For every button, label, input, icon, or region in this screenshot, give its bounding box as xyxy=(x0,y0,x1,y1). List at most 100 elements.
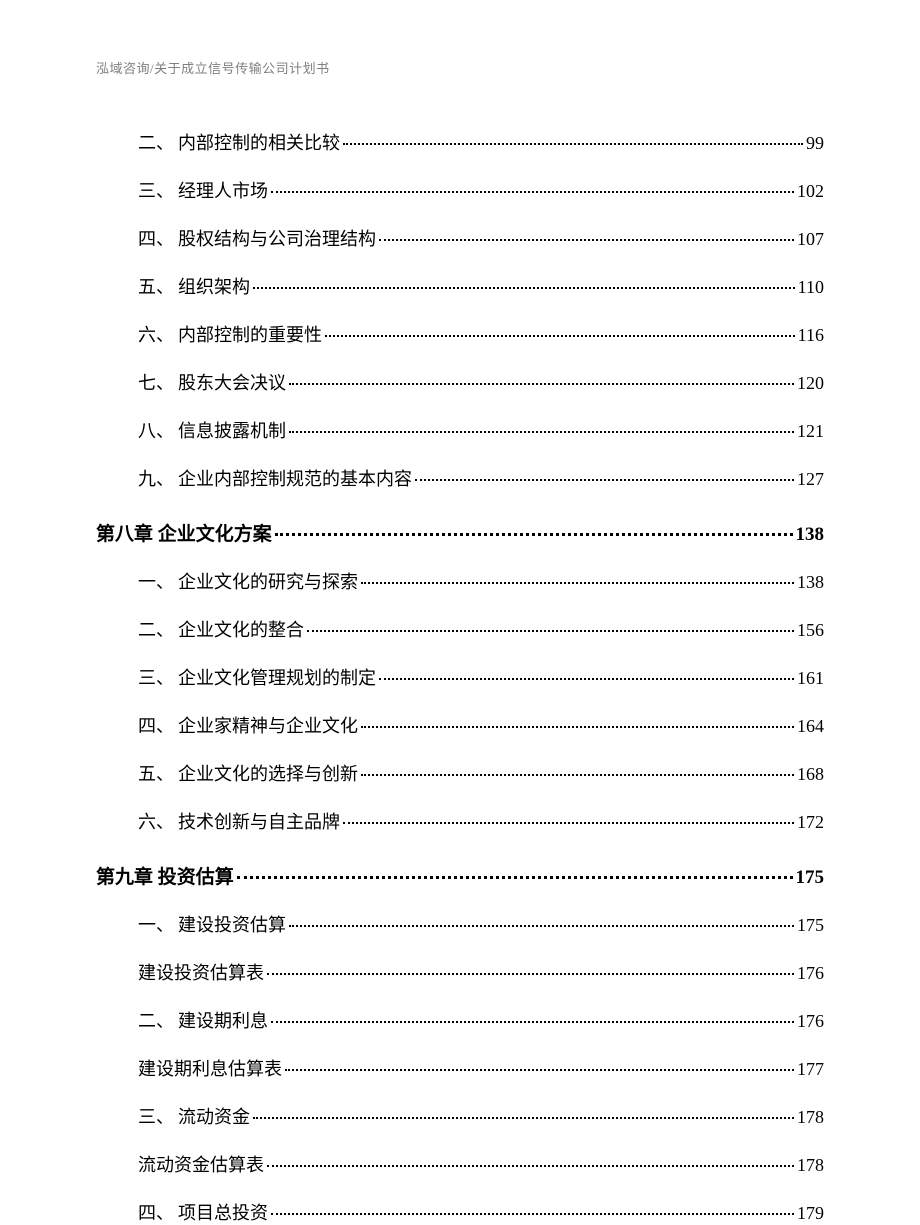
toc-leader-dots xyxy=(253,1117,794,1119)
toc-leader-dots xyxy=(289,431,794,433)
toc-page-number: 99 xyxy=(806,133,824,154)
toc-item-text: 组织架构 xyxy=(178,277,250,297)
toc-item: 三、企业文化管理规划的制定 161 xyxy=(96,664,824,690)
toc-item-number: 三、 xyxy=(138,1107,174,1127)
toc-item-text: 企业文化的研究与探索 xyxy=(178,572,358,592)
toc-item: 三、流动资金 178 xyxy=(96,1103,824,1129)
toc-item-text: 内部控制的重要性 xyxy=(178,325,322,345)
toc-leader-dots xyxy=(415,479,794,481)
toc-item-number: 二、 xyxy=(138,1011,174,1031)
toc-item-number: 六、 xyxy=(138,812,174,832)
toc-item: 四、企业家精神与企业文化 164 xyxy=(96,712,824,738)
toc-item-number: 一、 xyxy=(138,572,174,592)
toc-item: 一、企业文化的研究与探索 138 xyxy=(96,568,824,594)
toc-item-text: 股东大会决议 xyxy=(178,373,286,393)
toc-page-number: 164 xyxy=(797,716,824,737)
toc-item-label: 一、建设投资估算 xyxy=(138,911,286,937)
toc-item-label: 七、股东大会决议 xyxy=(138,369,286,395)
toc-item-label: 三、流动资金 xyxy=(138,1103,250,1129)
toc-page-number: 110 xyxy=(798,277,824,298)
toc-item: 七、股东大会决议120 xyxy=(96,369,824,395)
toc-item-text: 经理人市场 xyxy=(178,181,268,201)
toc-leader-dots xyxy=(361,582,794,584)
toc-page-number: 161 xyxy=(797,668,824,689)
toc-page-number: 138 xyxy=(796,524,825,546)
toc-item-number: 八、 xyxy=(138,421,174,441)
toc-page-number: 116 xyxy=(798,325,824,346)
toc-item-label: 二、企业文化的整合 xyxy=(138,616,304,642)
toc-item-label: 六、内部控制的重要性 xyxy=(138,321,322,347)
toc-item-number: 四、 xyxy=(138,229,174,249)
toc-leader-dots xyxy=(271,1213,794,1215)
toc-page-number: 178 xyxy=(797,1107,824,1128)
toc-page-number: 176 xyxy=(797,963,824,984)
toc-item-label: 三、企业文化管理规划的制定 xyxy=(138,664,376,690)
toc-item-text: 企业文化的整合 xyxy=(178,620,304,640)
toc-leader-dots xyxy=(361,774,794,776)
toc-leader-dots xyxy=(267,973,794,975)
toc-item: 一、建设投资估算175 xyxy=(96,911,824,937)
toc-item-text: 建设期利息 xyxy=(178,1011,268,1031)
toc-page-number: 138 xyxy=(797,572,824,593)
toc-subitem-label: 建设期利息估算表 xyxy=(138,1055,282,1081)
toc-item: 六、技术创新与自主品牌 172 xyxy=(96,808,824,834)
toc-page-number: 121 xyxy=(797,421,824,442)
toc-leader-dots xyxy=(325,335,795,337)
toc-subitem: 建设投资估算表176 xyxy=(96,959,824,985)
toc-section-heading: 第八章 企业文化方案 138 xyxy=(96,519,824,546)
toc-leader-dots xyxy=(379,239,794,241)
toc-item-text: 技术创新与自主品牌 xyxy=(178,812,340,832)
toc-page-number: 172 xyxy=(797,812,824,833)
toc-leader-dots xyxy=(275,533,793,536)
toc-item: 二、内部控制的相关比较 99 xyxy=(96,129,824,155)
toc-item-number: 五、 xyxy=(138,764,174,784)
toc-page-number: 179 xyxy=(797,1203,824,1224)
toc-item-number: 四、 xyxy=(138,716,174,736)
toc-page-number: 102 xyxy=(797,181,824,202)
toc-item-text: 项目总投资 xyxy=(178,1203,268,1223)
toc-leader-dots xyxy=(379,678,794,680)
toc-item: 八、信息披露机制 121 xyxy=(96,417,824,443)
toc-item-text: 企业家精神与企业文化 xyxy=(178,716,358,736)
toc-page-number: 168 xyxy=(797,764,824,785)
toc-item-label: 三、经理人市场 xyxy=(138,177,268,203)
toc-item: 九、企业内部控制规范的基本内容 127 xyxy=(96,465,824,491)
toc-item-number: 九、 xyxy=(138,469,174,489)
toc-item: 四、项目总投资 179 xyxy=(96,1199,824,1225)
toc-item-text: 信息披露机制 xyxy=(178,421,286,441)
toc-leader-dots xyxy=(271,191,794,193)
toc-page-number: 127 xyxy=(797,469,824,490)
toc-page-number: 156 xyxy=(797,620,824,641)
toc-item-label: 一、企业文化的研究与探索 xyxy=(138,568,358,594)
toc-item-number: 七、 xyxy=(138,373,174,393)
toc-section-label: 第八章 企业文化方案 xyxy=(96,519,272,546)
toc-item-number: 五、 xyxy=(138,277,174,297)
toc-item-label: 六、技术创新与自主品牌 xyxy=(138,808,340,834)
toc-item-text: 企业内部控制规范的基本内容 xyxy=(178,469,412,489)
toc-leader-dots xyxy=(285,1069,794,1071)
toc-leader-dots xyxy=(253,287,795,289)
toc-page-number: 175 xyxy=(796,867,825,889)
toc-item-label: 二、内部控制的相关比较 xyxy=(138,129,340,155)
toc-leader-dots xyxy=(271,1021,794,1023)
toc-leader-dots xyxy=(343,143,803,145)
toc-item-label: 九、企业内部控制规范的基本内容 xyxy=(138,465,412,491)
toc-subitem-label: 流动资金估算表 xyxy=(138,1151,264,1177)
toc-leader-dots xyxy=(267,1165,794,1167)
toc-subitem: 流动资金估算表178 xyxy=(96,1151,824,1177)
toc-item-label: 五、组织架构 xyxy=(138,273,250,299)
toc-item-text: 流动资金 xyxy=(178,1107,250,1127)
toc-leader-dots xyxy=(237,876,793,879)
toc-item-text: 股权结构与公司治理结构 xyxy=(178,229,376,249)
toc-item-label: 五、企业文化的选择与创新 xyxy=(138,760,358,786)
toc-item-number: 四、 xyxy=(138,1203,174,1223)
toc-subitem: 建设期利息估算表177 xyxy=(96,1055,824,1081)
toc-item: 五、企业文化的选择与创新 168 xyxy=(96,760,824,786)
toc-item-number: 三、 xyxy=(138,668,174,688)
toc-item-number: 六、 xyxy=(138,325,174,345)
toc-leader-dots xyxy=(307,630,794,632)
toc-item-label: 四、项目总投资 xyxy=(138,1199,268,1225)
document-header: 泓域咨询/关于成立信号传输公司计划书 xyxy=(96,58,824,77)
toc-item-label: 四、股权结构与公司治理结构 xyxy=(138,225,376,251)
toc-leader-dots xyxy=(289,383,794,385)
